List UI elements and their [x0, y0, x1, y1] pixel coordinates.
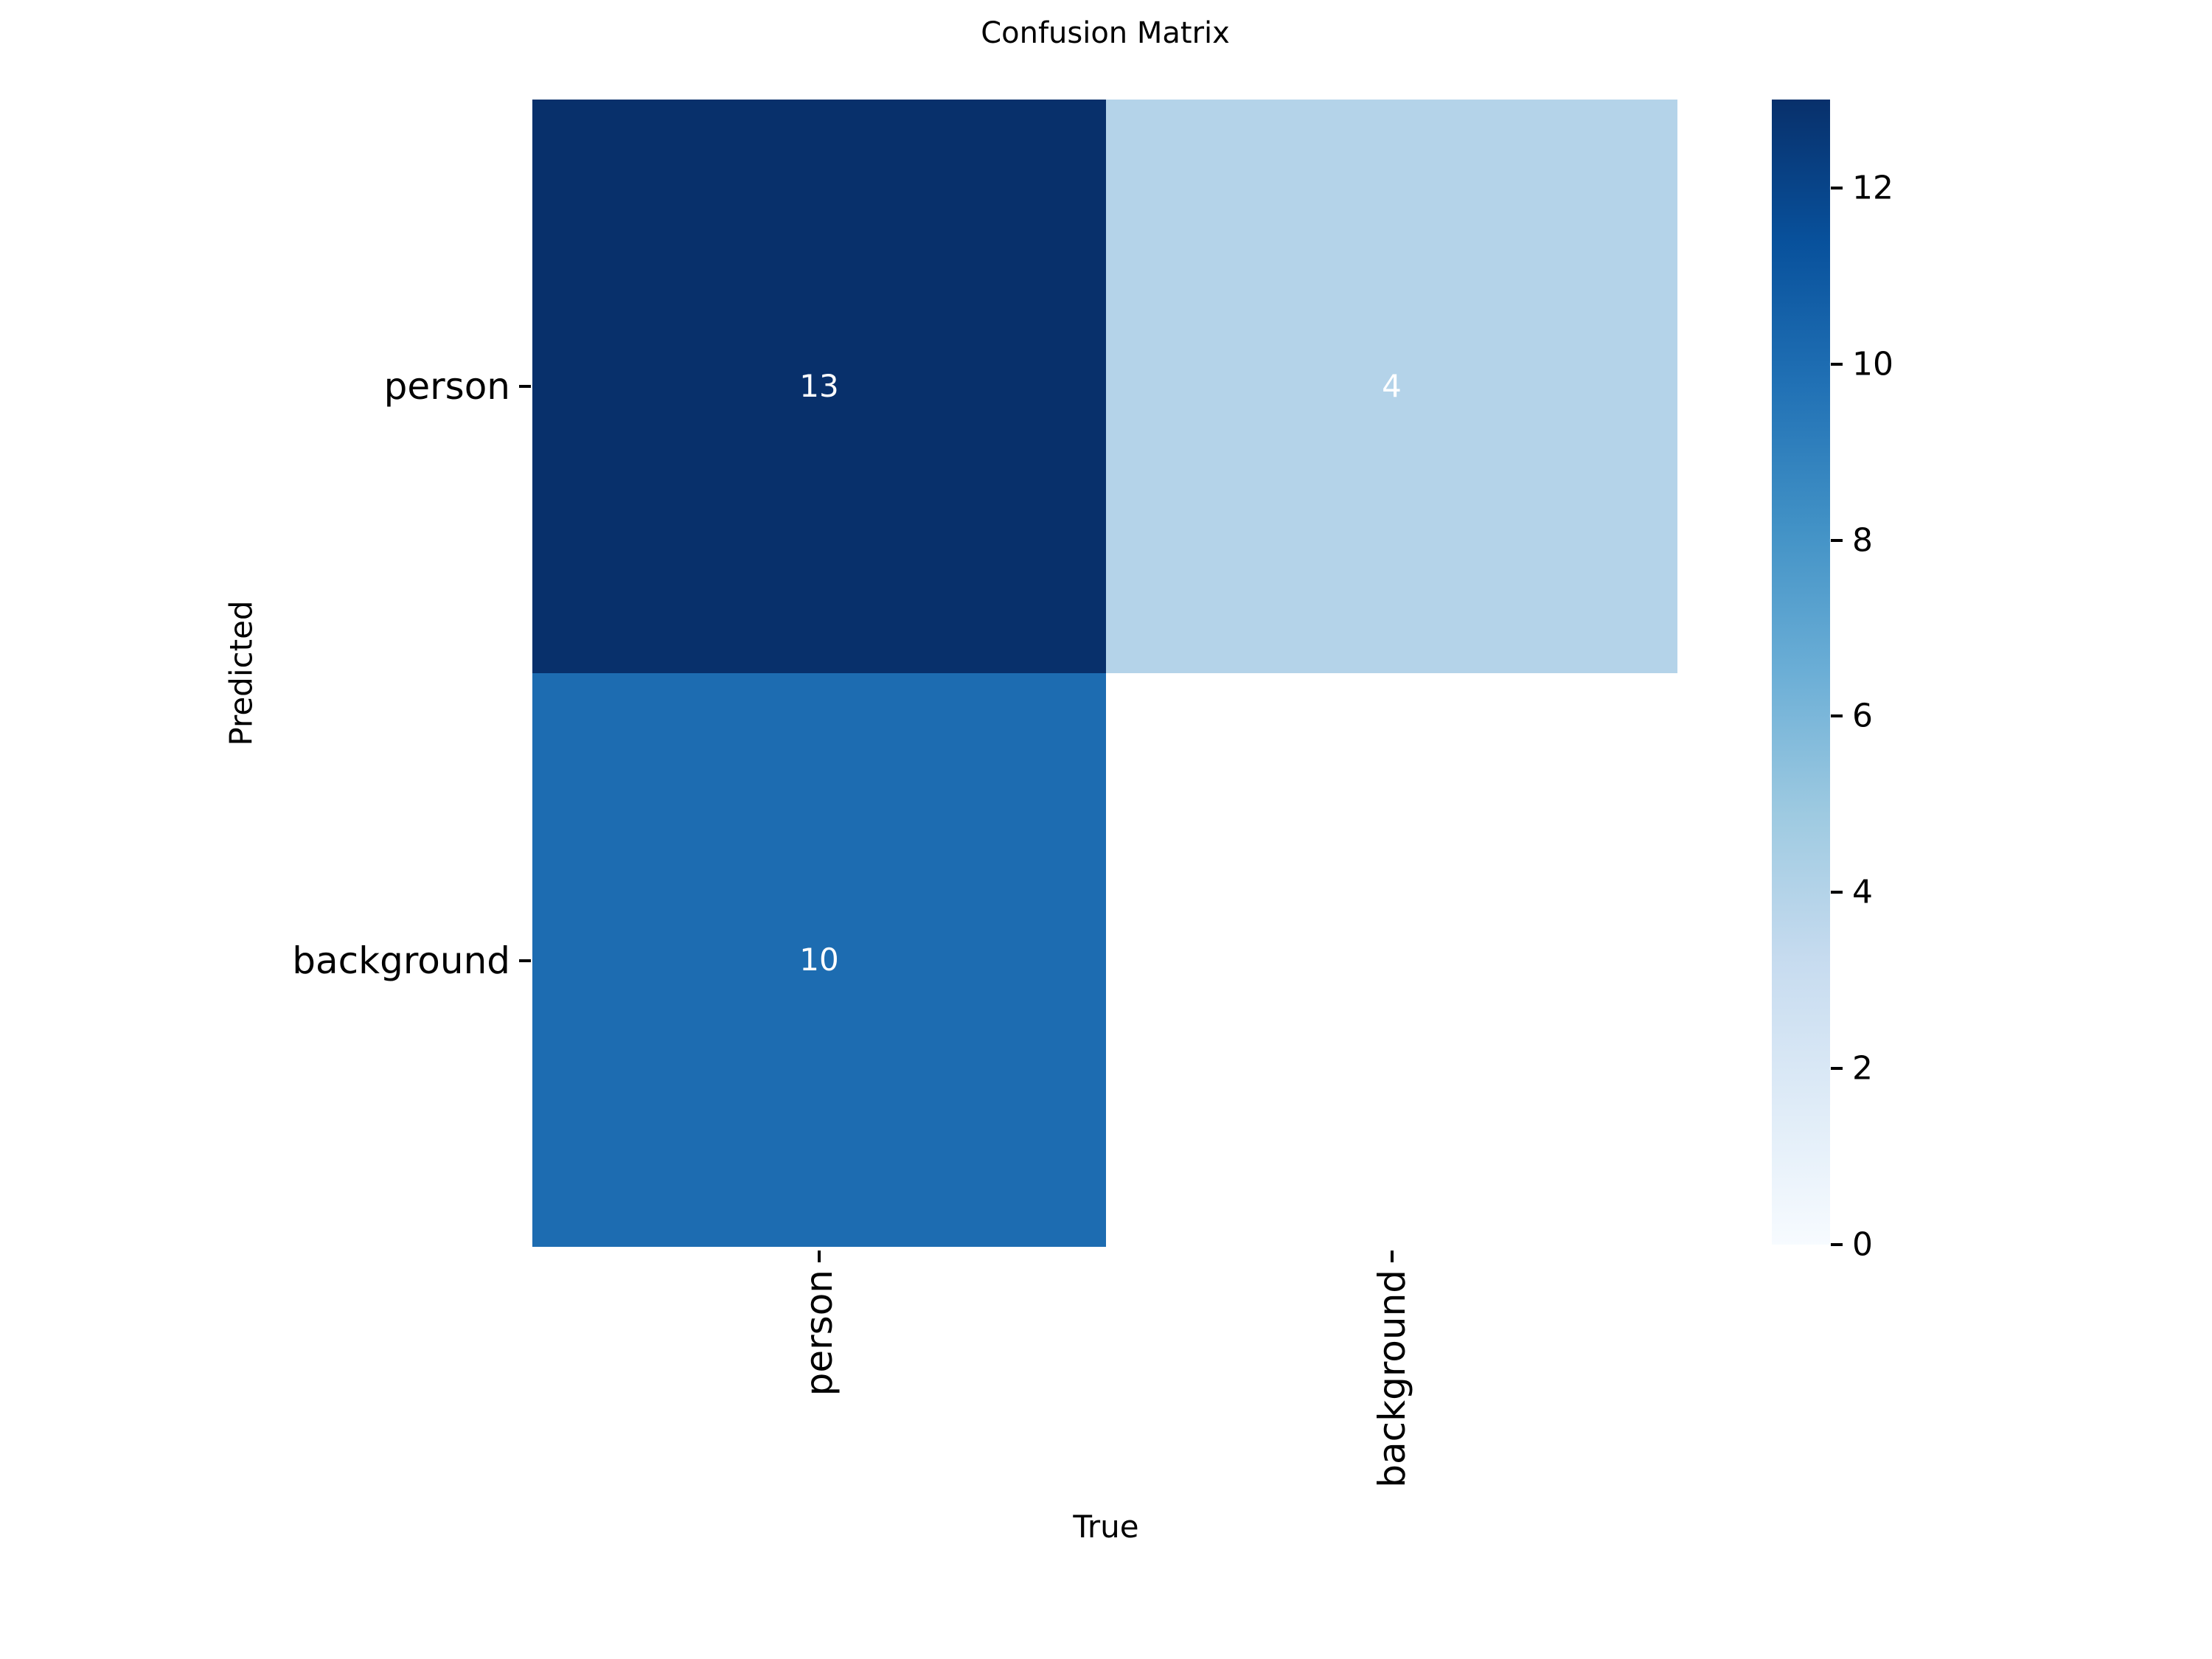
x-tick-label-person: person	[798, 1270, 841, 1397]
colorbar-tick-label: 6	[1852, 697, 1873, 735]
colorbar-tick-mark	[1831, 714, 1843, 717]
colorbar-tick-mark	[1831, 1243, 1843, 1246]
cell-annotation: 4	[1382, 368, 1402, 404]
y-tick-mark	[519, 959, 531, 962]
x-tick-mark	[1391, 1251, 1394, 1262]
cell-annotation: 13	[799, 368, 839, 404]
heatmap-cell-background-person: 10	[532, 673, 1106, 1247]
x-axis-label: True	[1073, 1509, 1139, 1545]
colorbar-tick-label: 10	[1852, 345, 1893, 383]
chart-title: Confusion Matrix	[981, 16, 1230, 50]
y-tick-label-person: person	[383, 365, 510, 408]
colorbar-tick-label: 8	[1852, 521, 1873, 560]
heatmap-cell-person-background: 4	[1106, 100, 1677, 673]
colorbar-tick-label: 12	[1852, 169, 1893, 207]
colorbar-tick-label: 2	[1852, 1049, 1873, 1088]
colorbar-tick-mark	[1831, 187, 1843, 189]
y-tick-label-background: background	[292, 939, 510, 982]
colorbar-tick-label: 0	[1852, 1225, 1873, 1264]
colorbar-tick-mark	[1831, 891, 1843, 894]
colorbar-tick-label: 4	[1852, 873, 1873, 911]
x-tick-label-background: background	[1371, 1270, 1413, 1488]
colorbar	[1772, 100, 1830, 1245]
heatmap-cell-person-person: 13	[532, 100, 1106, 673]
colorbar-tick-mark	[1831, 1067, 1843, 1070]
x-tick-mark	[818, 1251, 821, 1262]
colorbar-tick-mark	[1831, 539, 1843, 542]
heatmap-cell-background-background	[1106, 673, 1677, 1247]
y-tick-mark	[519, 385, 531, 388]
y-axis-label: Predicted	[223, 600, 260, 746]
heatmap-grid: 13 4 10	[532, 100, 1677, 1247]
cell-annotation: 10	[799, 942, 839, 978]
colorbar-tick-mark	[1831, 363, 1843, 366]
